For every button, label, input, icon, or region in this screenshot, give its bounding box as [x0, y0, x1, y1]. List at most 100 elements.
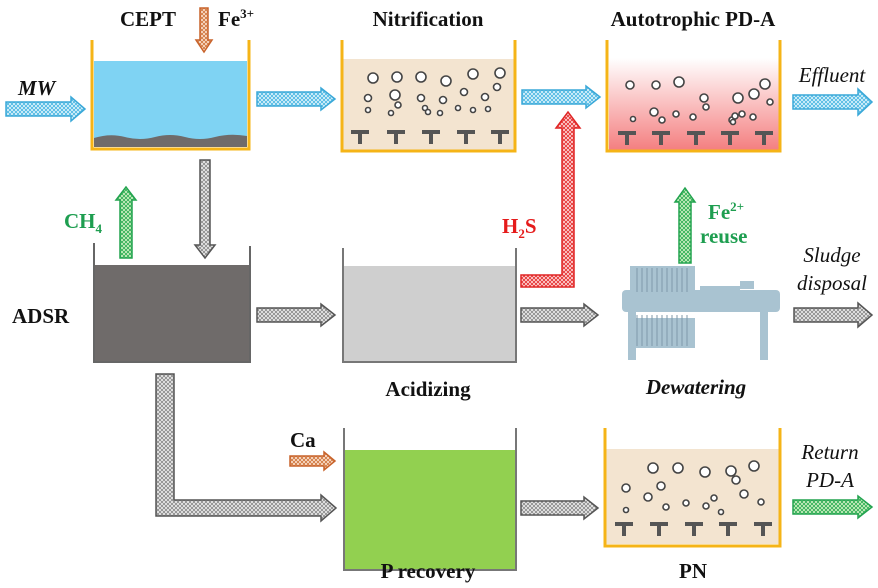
- diffusers: [618, 131, 773, 145]
- h2s-label: H2S: [502, 214, 537, 241]
- tank-wall: [342, 248, 517, 363]
- diffuser-stem: [762, 135, 766, 145]
- bubble: [702, 103, 710, 111]
- pn-tank: [603, 428, 782, 548]
- acidizing-label: Acidizing: [385, 377, 471, 401]
- disposal-label: disposal: [797, 271, 867, 295]
- acidizing-to-dewatering-arrow: [520, 302, 600, 328]
- bubble: [622, 506, 630, 514]
- bubble: [748, 460, 760, 472]
- diffuser-stem: [659, 135, 663, 145]
- diffuser-stem: [726, 526, 730, 536]
- diffuser: [754, 522, 772, 526]
- pda-tank: [605, 40, 782, 153]
- cept-to-adsr-arrow: [193, 159, 217, 260]
- h2s-arrow: [520, 110, 582, 288]
- bubble: [649, 107, 659, 117]
- bubble: [454, 104, 462, 112]
- bubble: [438, 95, 448, 105]
- diffuser: [650, 522, 668, 526]
- bubble: [702, 502, 710, 510]
- diffuser-stem: [761, 526, 765, 536]
- bubble: [732, 92, 744, 104]
- acidizing-tank: [342, 248, 517, 363]
- pn-label: PN: [679, 559, 707, 583]
- bubble: [662, 503, 670, 511]
- diffusers: [615, 522, 772, 536]
- dewatering-label: Dewatering: [645, 375, 746, 399]
- diffuser: [387, 130, 405, 134]
- beige-liquid: [343, 59, 514, 150]
- ca-dosing-arrow: [289, 450, 337, 472]
- fe3-label: Fe3+: [218, 6, 254, 31]
- bubble: [625, 80, 635, 90]
- bubbles: [621, 460, 765, 516]
- diffuser: [652, 131, 670, 135]
- bubble: [731, 475, 741, 485]
- diffuser-stem: [394, 134, 398, 144]
- ca-label: Ca: [290, 428, 316, 452]
- adsr-label: ADSR: [12, 304, 70, 328]
- cept-to-nitrification-arrow: [256, 86, 337, 112]
- bubble: [391, 71, 403, 83]
- bubble: [394, 101, 402, 109]
- flow-arrows: [5, 7, 874, 523]
- bubble: [682, 499, 690, 507]
- sludge-layer: [94, 134, 247, 147]
- p-recovery-tank: [343, 428, 517, 571]
- mw-label: MW: [17, 76, 57, 100]
- bubbles: [625, 76, 774, 126]
- p-recovery-to-pn-arrow: [520, 495, 600, 521]
- ch4-label: CH4: [64, 209, 103, 236]
- acid-content: [344, 266, 515, 361]
- effluent-label: Effluent: [798, 63, 867, 87]
- bubble: [729, 118, 737, 126]
- mw-inflow-arrow: [5, 95, 87, 123]
- tank-wall: [343, 428, 517, 571]
- bubble: [699, 466, 711, 478]
- bubble: [643, 492, 653, 502]
- bubble: [749, 113, 757, 121]
- bubble: [436, 109, 444, 117]
- tank-wall: [340, 40, 517, 153]
- ch4-arrow: [114, 185, 138, 259]
- bubble: [387, 109, 395, 117]
- diffuser: [755, 131, 773, 135]
- nitrification-to-pda-arrow: [521, 84, 602, 110]
- bubble: [757, 498, 765, 506]
- bubble: [467, 68, 479, 80]
- diffuser: [491, 130, 509, 134]
- diffuser-stem: [728, 135, 732, 145]
- bubble: [673, 76, 685, 88]
- diffuser: [618, 131, 636, 135]
- bubble: [647, 462, 659, 474]
- diffuser: [719, 522, 737, 526]
- filter-press-icon: [622, 266, 780, 360]
- nitrification-label: Nitrification: [373, 7, 484, 31]
- bubble: [731, 112, 739, 120]
- bubble: [469, 106, 477, 114]
- diffuser-stem: [498, 134, 502, 144]
- tank-wall: [603, 428, 782, 548]
- bubble: [367, 72, 379, 84]
- cept-label: CEPT: [120, 7, 176, 31]
- return-pda-arrow: [792, 494, 874, 520]
- diffuser: [615, 522, 633, 526]
- pda-label: Autotrophic PD-A: [611, 7, 777, 31]
- tank-wall: [605, 40, 782, 153]
- bubble: [759, 78, 771, 90]
- bubble: [658, 116, 666, 124]
- bubble: [480, 92, 490, 102]
- return-pda-label: PD-A: [805, 468, 854, 492]
- diffuser: [457, 130, 475, 134]
- bubble: [415, 71, 427, 83]
- diffuser: [687, 131, 705, 135]
- diffuser-stem: [694, 135, 698, 145]
- bubble: [484, 105, 492, 113]
- bubble: [651, 80, 661, 90]
- water: [94, 61, 247, 147]
- effluent-arrow: [792, 87, 874, 117]
- bubble: [725, 465, 737, 477]
